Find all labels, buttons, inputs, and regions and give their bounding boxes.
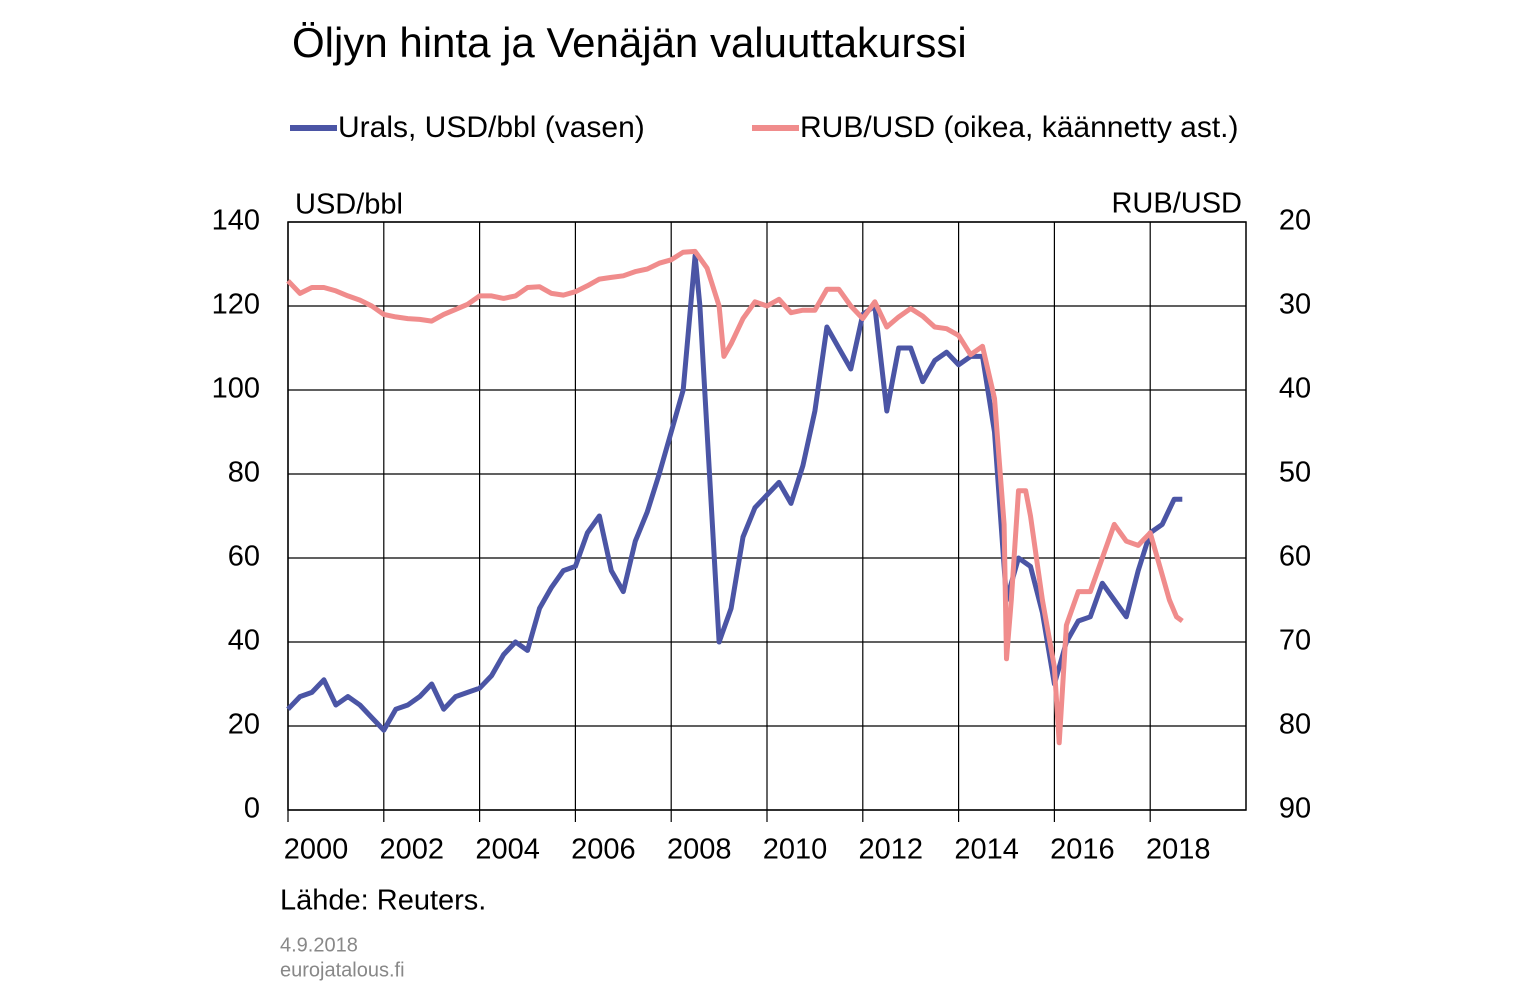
- x-tick-label: 2010: [763, 834, 828, 866]
- x-tick-label: 2004: [475, 834, 540, 866]
- y-tick-label: 120: [212, 289, 260, 321]
- y-tick-label: 40: [228, 625, 260, 657]
- y-tick-label: 80: [228, 457, 260, 489]
- y2-tick-label: 80: [1279, 709, 1311, 741]
- y2-axis-label: RUB/USD: [1111, 188, 1242, 220]
- plot-frame: [287, 221, 1247, 811]
- chart-title: Öljyn hinta ja Venäjän valuuttakurssi: [292, 19, 967, 66]
- y-tick-label: 60: [228, 541, 260, 573]
- legend-label: Urals, USD/bbl (vasen): [338, 111, 645, 144]
- series-line: [286, 248, 1184, 746]
- x-tick-label: 2014: [954, 834, 1019, 866]
- x-tick-label: 2008: [667, 834, 732, 866]
- x-tick-label: 2000: [284, 834, 349, 866]
- x-tick-label: 2002: [380, 834, 445, 866]
- y2-tick-label: 90: [1279, 793, 1311, 825]
- series-line: [286, 253, 1183, 733]
- y2-tick-label: 70: [1279, 625, 1311, 657]
- x-tick-label: 2018: [1146, 834, 1211, 866]
- y-tick-label: 20: [228, 709, 260, 741]
- y-tick-label: 0: [244, 793, 260, 825]
- x-tick-label: 2016: [1050, 834, 1115, 866]
- date: 4.9.2018: [280, 934, 358, 956]
- y-tick-label: 140: [212, 205, 260, 237]
- legend-label: RUB/USD (oikea, käännetty ast.): [800, 111, 1239, 144]
- y2-tick-label: 30: [1279, 289, 1311, 321]
- y2-tick-label: 40: [1279, 373, 1311, 405]
- y2-tick-label: 20: [1279, 205, 1311, 237]
- x-tick-label: 2006: [571, 834, 636, 866]
- y-axis-label: USD/bbl: [295, 189, 403, 221]
- site: eurojatalous.fi: [280, 959, 405, 981]
- source: Lähde: Reuters.: [280, 885, 486, 917]
- y2-tick-label: 50: [1279, 457, 1311, 489]
- y2-tick-label: 60: [1279, 541, 1311, 573]
- y-tick-label: 100: [212, 373, 260, 405]
- x-tick-label: 2012: [859, 834, 924, 866]
